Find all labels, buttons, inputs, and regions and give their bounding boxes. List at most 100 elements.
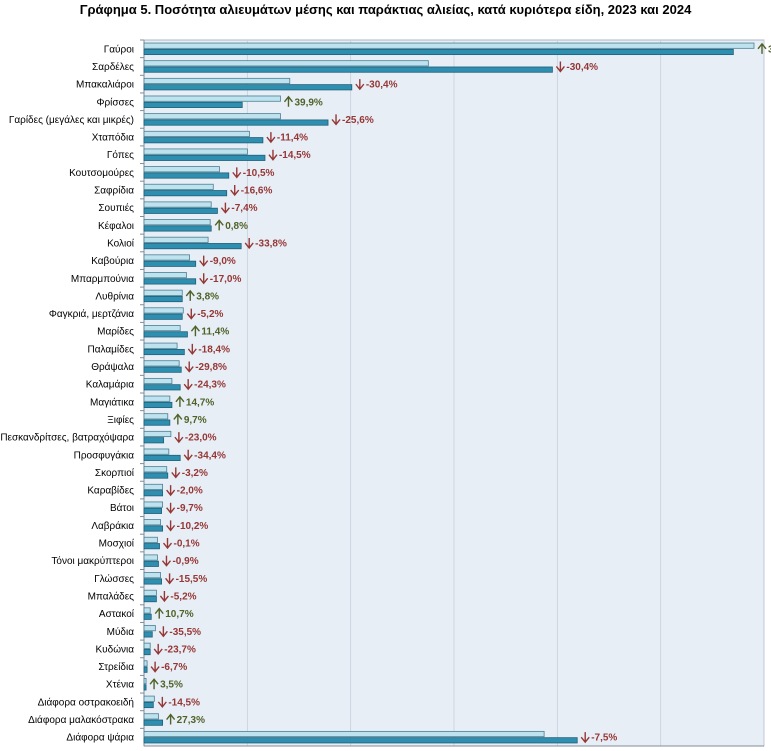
- change-label: 3,4%: [768, 44, 771, 55]
- category-label: Λαβράκια: [91, 520, 134, 532]
- change-label: 3,5%: [160, 680, 183, 691]
- arrow-down-icon: [158, 626, 168, 638]
- bar-2023: [143, 695, 155, 702]
- change-label: -25,6%: [342, 115, 374, 126]
- change-label: 27,3%: [177, 715, 205, 726]
- change-label: -33,8%: [255, 238, 287, 249]
- bar-2024: [143, 348, 185, 356]
- bar-2024: [143, 260, 197, 267]
- bar-2024: [143, 596, 157, 603]
- bar-2024: [143, 331, 188, 338]
- change-label: 14,7%: [186, 397, 214, 408]
- change-label: 0,8%: [225, 221, 248, 232]
- bar-2024: [143, 207, 218, 214]
- category-label: Θράψαλα: [91, 361, 134, 373]
- arrow-up-icon: [283, 95, 294, 107]
- change-label: 11,4%: [201, 327, 229, 338]
- change-label: -10,5%: [243, 168, 275, 179]
- bar-2023: [143, 130, 250, 137]
- bar-2023: [143, 554, 158, 561]
- bar-2023: [143, 642, 151, 649]
- bar-2023: [143, 95, 281, 102]
- arrow-down-icon: [166, 485, 176, 497]
- arrow-down-icon: [165, 573, 175, 585]
- change-label: -34,4%: [194, 450, 226, 461]
- bar-2024: [143, 578, 162, 585]
- category-label: Καβούρια: [91, 255, 134, 267]
- change-label: -9,7%: [177, 503, 203, 514]
- arrow-up-icon: [175, 395, 185, 407]
- bar-2024: [143, 190, 228, 197]
- bar-2023: [143, 183, 214, 190]
- category-label: Σαρδέλες: [92, 61, 134, 73]
- category-label: Χταπόδια: [92, 132, 135, 144]
- bar-2024: [143, 84, 353, 91]
- arrow-down-icon: [161, 555, 172, 567]
- category-label: Μπακαλιάροι: [76, 79, 134, 91]
- bar-2023: [143, 289, 183, 296]
- arrow-down-icon: [162, 538, 173, 550]
- change-label: -30,4%: [566, 62, 598, 73]
- change-label: -2,0%: [177, 486, 203, 497]
- bar-2024: [143, 507, 162, 514]
- arrow-down-icon: [580, 732, 590, 744]
- bar-2023: [143, 77, 291, 85]
- category-label: Φρίσσες: [96, 96, 134, 108]
- arrow-down-icon: [157, 696, 167, 708]
- change-label: -10,2%: [177, 521, 209, 532]
- chart-title: Γράφημα 5. Ποσότητα αλιευμάτων μέσης και…: [79, 2, 692, 17]
- change-label: -0,9%: [172, 556, 198, 567]
- change-label: -6,7%: [161, 662, 187, 673]
- change-label: -16,6%: [241, 186, 273, 197]
- category-label: Γαρίδες (μεγάλες και μικρές): [9, 114, 134, 126]
- category-label: Μύδια: [107, 626, 135, 638]
- arrow-down-icon: [331, 114, 341, 126]
- arrow-down-icon: [153, 643, 163, 656]
- category-label: Βάτοι: [110, 502, 134, 514]
- bar-2024: [143, 119, 329, 126]
- category-label: Κυδώνια: [95, 643, 134, 655]
- arrow-down-icon: [186, 308, 196, 320]
- change-label: -5,2%: [170, 591, 196, 602]
- change-label: -14,5%: [279, 150, 311, 161]
- bar-2024: [143, 172, 230, 179]
- change-label: -29,8%: [195, 362, 227, 373]
- bar-2023: [143, 60, 429, 67]
- arrow-down-icon: [166, 502, 176, 514]
- bar-2023: [143, 201, 212, 208]
- arrow-up-icon: [154, 607, 164, 619]
- bar-2023: [143, 236, 209, 243]
- bar-2023: [143, 342, 178, 349]
- bar-2024: [143, 649, 151, 656]
- category-label: Σουπιές: [98, 202, 134, 214]
- change-label: -11,4%: [277, 133, 308, 144]
- bar-2024: [143, 137, 264, 144]
- change-label: 10,7%: [165, 609, 193, 620]
- arrow-up-icon: [190, 325, 200, 337]
- bar-2024: [143, 296, 183, 303]
- arrow-down-icon: [159, 590, 169, 603]
- arrow-up-icon: [757, 42, 767, 54]
- bar-2024: [143, 278, 197, 285]
- bar-2023: [143, 713, 159, 720]
- change-label: -9,0%: [210, 256, 236, 267]
- category-label: Μπαρμπούνια: [71, 273, 134, 285]
- category-label: Φαγκριά, μερτζάνια: [49, 308, 134, 320]
- arrow-up-icon: [149, 678, 159, 690]
- bar-2023: [143, 42, 755, 49]
- bar-2023: [143, 113, 281, 120]
- bar-2023: [143, 448, 170, 455]
- bar-2024: [143, 437, 165, 444]
- bar-2023: [143, 219, 211, 226]
- bar-2024: [143, 243, 242, 250]
- arrow-down-icon: [199, 255, 209, 267]
- arrow-down-icon: [266, 132, 276, 144]
- arrow-down-icon: [232, 167, 242, 179]
- change-label: -24,3%: [194, 380, 226, 391]
- bar-2023: [143, 730, 545, 738]
- change-label: 9,7%: [184, 415, 207, 426]
- arrow-down-icon: [199, 273, 209, 285]
- change-label: -30,4%: [366, 80, 398, 91]
- bar-2024: [143, 66, 553, 73]
- category-label: Σαφρίδια: [94, 185, 134, 197]
